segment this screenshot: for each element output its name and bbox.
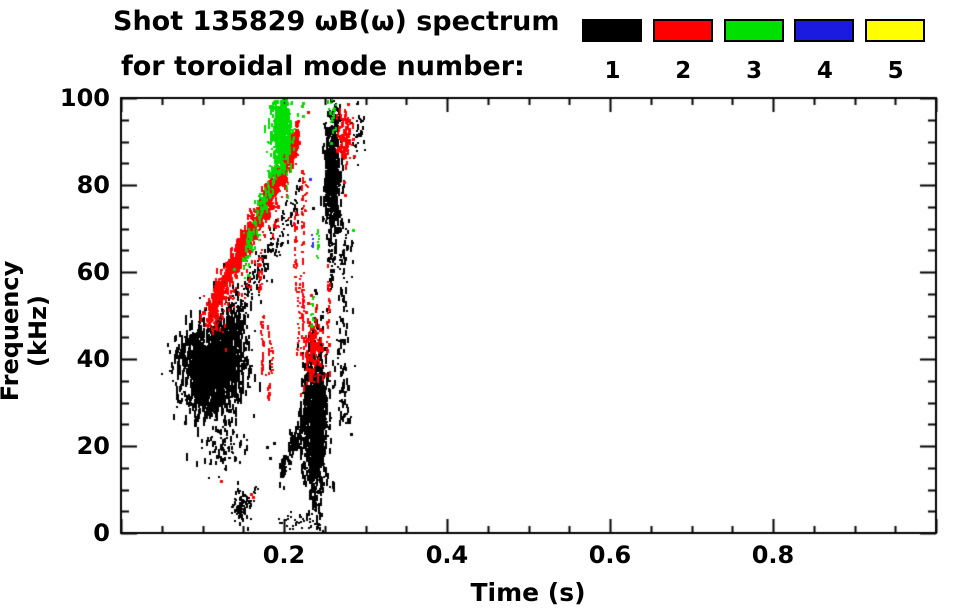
x-axis-title: Time (s) xyxy=(470,578,586,607)
x-tick-label: 0.2 xyxy=(262,541,306,569)
y-tick-label: 0 xyxy=(93,519,110,547)
x-tick-label: 0.4 xyxy=(425,541,469,569)
y-tick-label: 40 xyxy=(76,345,110,373)
y-tick-label: 80 xyxy=(76,171,110,199)
x-tick-label: 0.6 xyxy=(588,541,632,569)
y-tick-label: 100 xyxy=(59,84,110,112)
y-tick-label: 20 xyxy=(76,432,110,460)
y-axis-title: Frequency (kHz) xyxy=(0,260,52,402)
x-tick-label: 0.8 xyxy=(751,541,795,569)
y-tick-label: 60 xyxy=(76,258,110,286)
